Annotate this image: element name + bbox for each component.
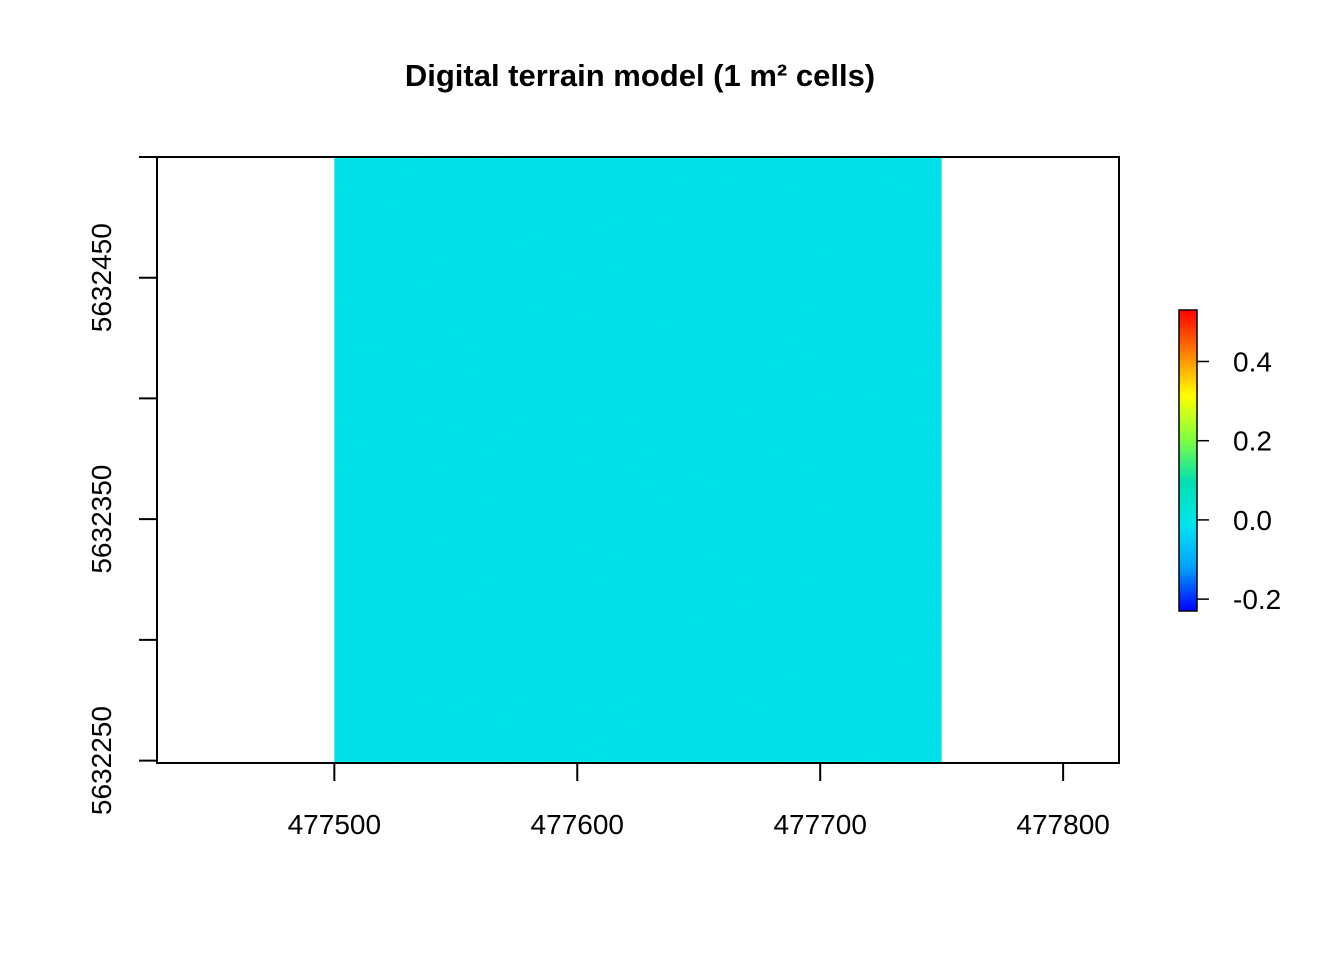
y-tick-label: 5632250 <box>86 706 117 815</box>
y-axis: 5632250 5632350 5632450 <box>86 156 157 815</box>
x-tick-label: 477700 <box>773 809 866 840</box>
colorbar-tick-label: 0.2 <box>1233 426 1272 457</box>
colorbar-gradient <box>1178 309 1198 612</box>
y-tick-label: 5632450 <box>86 223 117 332</box>
raster-layer <box>334 157 942 763</box>
x-tick-label: 477500 <box>288 809 381 840</box>
chart-title: Digital terrain model (1 m² cells) <box>404 58 876 93</box>
raster-texture <box>334 157 942 763</box>
colorbar-tick-label: 0.4 <box>1233 346 1272 377</box>
plot-frame <box>156 156 1120 764</box>
x-tick-label: 477800 <box>1016 809 1109 840</box>
colorbar-tick-label: 0.0 <box>1233 505 1272 536</box>
x-axis: 477500 477600 477700 477800 <box>288 763 1110 840</box>
colorbar-legend: -0.2 0.0 0.2 0.4 <box>1178 309 1281 615</box>
y-tick-label: 5632350 <box>86 465 117 574</box>
colorbar-tick-label: -0.2 <box>1233 584 1281 615</box>
x-tick-label: 477600 <box>531 809 624 840</box>
